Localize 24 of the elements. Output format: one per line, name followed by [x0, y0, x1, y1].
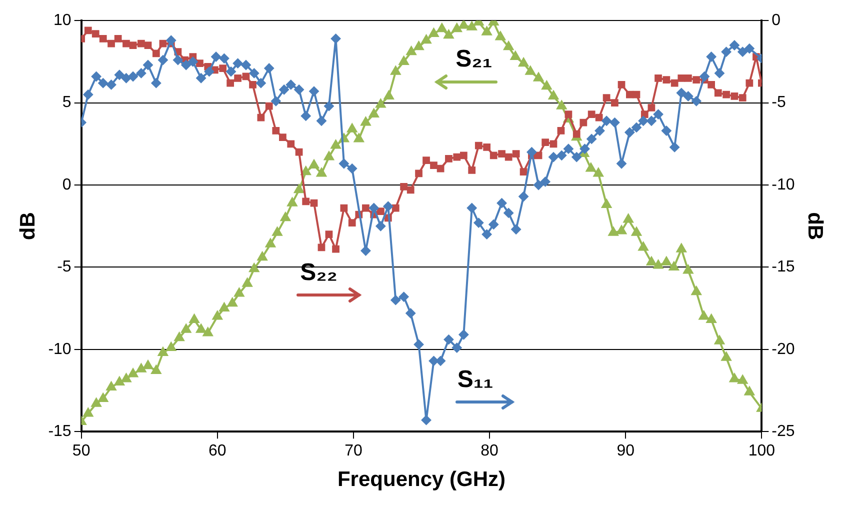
y2-tick-label: -5 — [772, 94, 786, 112]
y2-axis-title: dB — [804, 212, 827, 240]
annotation: S₂₂ — [300, 258, 338, 286]
y-tick-label: -5 — [57, 258, 72, 276]
x-tick-label: 70 — [344, 442, 362, 460]
x-tick-label: 100 — [748, 442, 776, 460]
y2-tick-label: 0 — [772, 12, 781, 30]
y-axis-title: dB — [16, 212, 40, 240]
y2-tick-label: -25 — [772, 423, 795, 440]
x-axis-title: Frequency (GHz) — [337, 468, 506, 492]
annotation: S₁₁ — [457, 366, 494, 393]
y-tick-label: 5 — [62, 94, 72, 112]
x-tick-label: 80 — [480, 442, 499, 460]
y-tick-label: -15 — [48, 423, 72, 440]
x-tick-label: 50 — [72, 442, 90, 460]
y-tick-label: 10 — [54, 12, 72, 30]
y2-tick-label: -15 — [772, 258, 795, 276]
x-tick-label: 90 — [616, 442, 635, 460]
y2-tick-label: -20 — [772, 340, 795, 358]
y-tick-label: -10 — [48, 340, 72, 358]
y2-tick-label: -10 — [772, 176, 795, 194]
x-tick-label: 60 — [208, 442, 226, 460]
y-tick-label: 0 — [62, 176, 72, 194]
annotation: S₂₁ — [456, 45, 492, 72]
